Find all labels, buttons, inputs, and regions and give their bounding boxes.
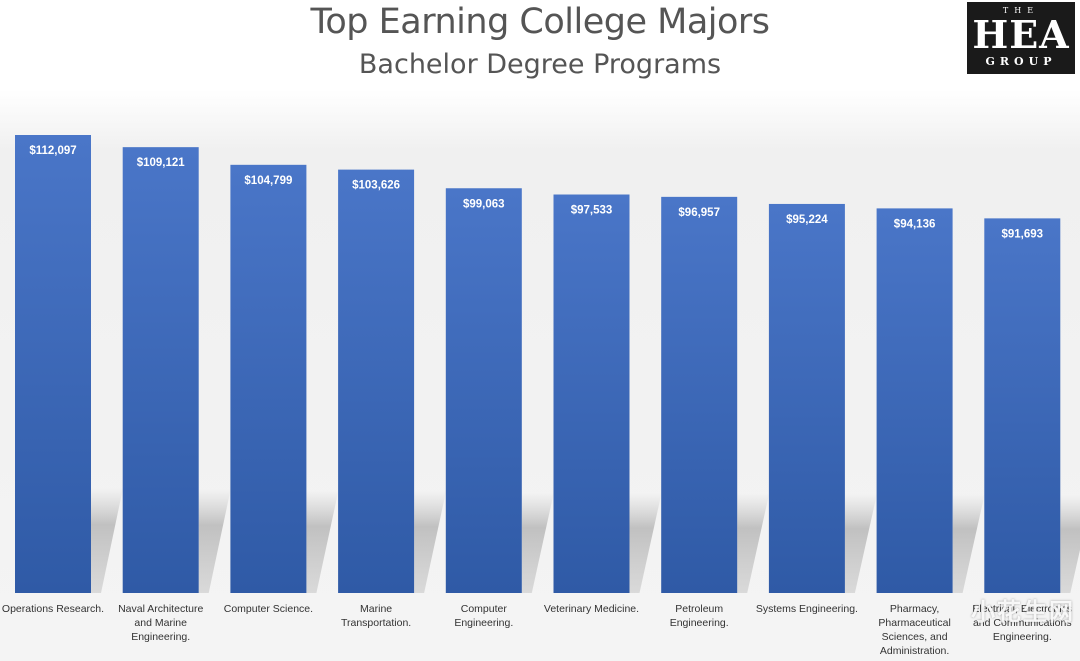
- bar: [661, 196, 738, 593]
- bar-shadow: [521, 492, 554, 593]
- logo-line-the: THE: [1002, 6, 1040, 15]
- category-label: Computer Science.: [224, 603, 313, 615]
- category-label: Petroleum Engineering.: [670, 603, 729, 629]
- category-label-line: Engineering.: [131, 631, 190, 643]
- bar: [230, 164, 307, 593]
- category-label-line: Administration.: [880, 645, 949, 657]
- bar: [15, 135, 91, 593]
- category-label-line: Pharmacy,: [890, 603, 939, 615]
- category-label-line: Petroleum: [675, 603, 723, 615]
- category-label-line: Veterinary Medicine.: [544, 603, 639, 615]
- bar: [768, 203, 845, 593]
- bar: [984, 218, 1061, 593]
- bar-shadow: [737, 493, 770, 593]
- bar-value-label: $103,626: [352, 180, 400, 192]
- category-label-line: Pharmaceutical: [878, 617, 950, 629]
- category-labels: Operations Research. Naval Architecture an…: [2, 603, 1072, 657]
- bar: [338, 169, 415, 594]
- value-labels: $112,097 $109,121 $104,799 $103,626 $99,063 $…: [29, 145, 1043, 240]
- bar-value-label: $96,957: [678, 207, 720, 219]
- bar-value-label: $97,533: [571, 205, 613, 217]
- bar-value-label: $112,097: [29, 145, 76, 157]
- category-label-line: Transportation.: [341, 617, 411, 629]
- bar: [122, 147, 199, 593]
- bar-shadow: [198, 489, 231, 593]
- bar-value-label: $95,224: [786, 214, 828, 226]
- category-label-line: Sciences, and: [882, 631, 948, 643]
- category-label-line: Electrical, Electronics: [972, 603, 1072, 615]
- category-label-line: and Communications: [973, 617, 1072, 629]
- category-label-line: Marine: [360, 603, 392, 615]
- category-label-line: Naval Architecture: [118, 603, 203, 615]
- bar-shadow: [91, 488, 123, 593]
- category-label-line: Systems Engineering.: [756, 603, 858, 615]
- watermark-text: 小花生网: [971, 598, 1075, 626]
- category-label-line: Computer: [461, 603, 508, 615]
- bar-shadow: [952, 494, 985, 593]
- category-label-line: Computer Science.: [224, 603, 313, 615]
- bar-value-label: $99,063: [463, 198, 505, 210]
- bar: [876, 208, 953, 594]
- bar: [445, 188, 522, 593]
- category-label: Operations Research.: [2, 603, 104, 615]
- bar: [553, 194, 630, 593]
- logo-line-hea: HEA: [972, 12, 1070, 57]
- bar-shadow: [414, 491, 447, 593]
- category-label: Computer Engineering.: [454, 603, 513, 629]
- hea-group-logo: THE HEA GROUP: [967, 2, 1075, 74]
- chart-title: Top Earning College Majors: [310, 2, 770, 42]
- category-label-line: Operations Research.: [2, 603, 104, 615]
- category-label-line: Engineering.: [670, 617, 729, 629]
- category-label: Veterinary Medicine.: [544, 603, 639, 615]
- bar-shadow: [1060, 495, 1080, 593]
- bar-value-label: $94,136: [894, 218, 936, 230]
- category-label-line: Engineering.: [993, 631, 1052, 643]
- category-label: Electrical, Electronics and Communication…: [972, 603, 1072, 643]
- category-label: Marine Transportation.: [341, 603, 411, 629]
- chart-subtitle: Bachelor Degree Programs: [358, 49, 722, 80]
- bar-shadow: [844, 494, 877, 593]
- bar-shadow: [629, 493, 662, 593]
- category-label: Pharmacy, Pharmaceutical Sciences, and Admi…: [878, 603, 950, 657]
- category-label: Systems Engineering.: [756, 603, 858, 615]
- bar-value-label: $109,121: [137, 157, 186, 169]
- bar-value-label: $91,693: [1002, 228, 1044, 240]
- category-label-line: Engineering.: [454, 617, 513, 629]
- category-label: Naval Architecture and Marine Engineering.: [118, 603, 203, 643]
- logo-line-group: GROUP: [985, 55, 1057, 68]
- category-label-line: and Marine: [134, 617, 187, 629]
- bar-shadow: [306, 490, 339, 593]
- bar-value-label: $104,799: [244, 175, 292, 187]
- bars-group: [15, 135, 1061, 594]
- bar-shadows: [91, 488, 1080, 593]
